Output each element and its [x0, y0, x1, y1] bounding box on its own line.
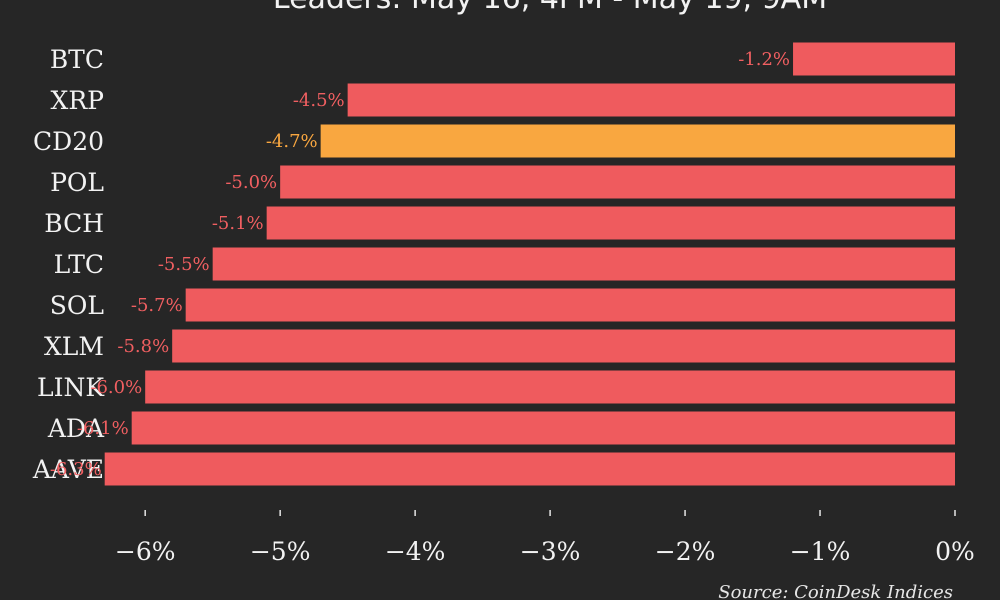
chart-title: Leaders: May 16, 4PM - May 19, 9AM — [273, 0, 827, 16]
value-label-xlm: -5.8% — [117, 336, 169, 357]
bar-xlm — [172, 329, 955, 363]
bar-ltc — [212, 247, 955, 281]
bar-ada — [131, 411, 956, 445]
value-label-xrp: -4.5% — [293, 90, 345, 111]
value-label-btc: -1.2% — [738, 49, 790, 70]
value-label-ltc: -5.5% — [158, 254, 210, 275]
category-label-bch: BCH — [44, 209, 104, 238]
value-label-aave: -6.3% — [50, 459, 102, 480]
bar-bch — [266, 206, 955, 240]
x-tick-label: −1% — [790, 537, 851, 566]
category-label-pol: POL — [50, 168, 104, 197]
bar-link — [145, 370, 955, 404]
category-label-aave: AAVE — [32, 455, 104, 484]
category-label-ada: ADA — [47, 414, 105, 443]
bar-pol — [280, 165, 956, 199]
bar-btc — [793, 42, 955, 76]
value-label-ada: -6.1% — [77, 418, 129, 439]
bar-cd20 — [320, 124, 955, 158]
value-label-link: -6.0% — [90, 377, 142, 398]
category-label-cd20: CD20 — [33, 127, 104, 156]
x-tick-label: 0% — [935, 537, 975, 566]
source-note: Source: CoinDesk Indices — [718, 582, 953, 600]
value-label-cd20: -4.7% — [266, 131, 318, 152]
bar-sol — [185, 288, 955, 322]
x-tick-label: −4% — [385, 537, 446, 566]
category-label-link: LINK — [37, 373, 105, 402]
bar-aave — [104, 452, 955, 486]
x-tick-label: −3% — [520, 537, 581, 566]
x-tick-label: −6% — [115, 537, 176, 566]
bar-xrp — [347, 83, 956, 117]
category-label-xlm: XLM — [44, 332, 104, 361]
category-label-xrp: XRP — [51, 86, 104, 115]
value-label-sol: -5.7% — [131, 295, 183, 316]
category-label-ltc: LTC — [54, 250, 104, 279]
category-label-btc: BTC — [50, 45, 104, 74]
value-label-pol: -5.0% — [225, 172, 277, 193]
value-label-bch: -5.1% — [212, 213, 264, 234]
x-tick-label: −2% — [655, 537, 716, 566]
x-tick-label: −5% — [250, 537, 311, 566]
category-label-sol: SOL — [50, 291, 104, 320]
